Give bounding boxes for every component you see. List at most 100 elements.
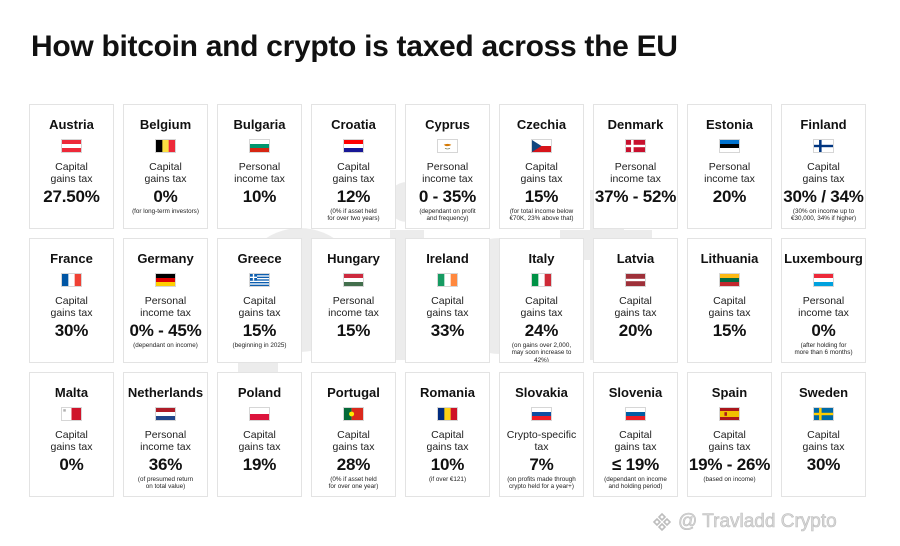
tax-rate: 19% bbox=[242, 455, 277, 474]
country-card-poland: Poland Capital gains tax 19% bbox=[217, 372, 302, 497]
tax-type: Capital gains tax bbox=[426, 429, 469, 453]
country-card-romania: Romania Capital gains tax 10% (if over €121… bbox=[405, 372, 490, 497]
hungary-flag-icon bbox=[343, 273, 364, 287]
country-card-lithuania: Lithuania Capital gains tax 15% bbox=[687, 238, 772, 363]
country-name: Romania bbox=[420, 385, 475, 400]
tax-type: Capital gains tax bbox=[708, 429, 751, 453]
tax-type: Capital gains tax bbox=[614, 429, 657, 453]
belgium-flag-icon bbox=[155, 139, 176, 153]
country-name: Sweden bbox=[798, 385, 849, 400]
country-card-austria: Austria Capital gains tax 27.50% bbox=[29, 104, 114, 229]
tax-rate: 0% bbox=[59, 455, 84, 474]
country-card-slovakia: Slovakia Crypto-specific tax 7% (on profits… bbox=[499, 372, 584, 497]
tax-type: Capital gains tax bbox=[802, 429, 845, 453]
tax-note: (based on income) bbox=[703, 476, 756, 483]
tax-note: (dependant on income and holding period) bbox=[604, 476, 667, 491]
tax-note: (after holding for more than 6 months) bbox=[794, 342, 853, 357]
tax-rate: 30% bbox=[806, 455, 841, 474]
tax-type: Capital gains tax bbox=[238, 295, 281, 319]
tax-note: (for total income below €70K, 23% above … bbox=[509, 208, 574, 223]
austria-flag-icon bbox=[61, 139, 82, 153]
luxembourg-flag-icon bbox=[813, 273, 834, 287]
country-name: Finland bbox=[800, 117, 847, 132]
netherlands-flag-icon bbox=[155, 407, 176, 421]
tax-note: (on profits made through crypto held for… bbox=[507, 476, 576, 491]
country-card-czechia: Czechia Capital gains tax 15% (for total in… bbox=[499, 104, 584, 229]
slovakia-flag-icon bbox=[531, 407, 552, 421]
watermark-text: @ Travladd Crypto bbox=[678, 511, 837, 533]
tax-note: (dependant on profit and frequency) bbox=[419, 208, 476, 223]
country-name: Cyprus bbox=[425, 117, 470, 132]
spain-flag-icon bbox=[719, 407, 740, 421]
malta-flag-icon bbox=[61, 407, 82, 421]
country-card-croatia: Croatia Capital gains tax 12% (0% if asset … bbox=[311, 104, 396, 229]
cyprus-flag-icon bbox=[437, 139, 458, 153]
tax-note: (beginning in 2025) bbox=[232, 342, 287, 349]
country-name: Poland bbox=[237, 385, 282, 400]
country-card-luxembourg: Luxembourg Personal income tax 0% (after ho… bbox=[781, 238, 866, 363]
country-name: Spain bbox=[711, 385, 748, 400]
tax-rate: 24% bbox=[524, 321, 559, 340]
country-name: Austria bbox=[49, 117, 94, 132]
country-card-belgium: Belgium Capital gains tax 0% (for long-term… bbox=[123, 104, 208, 229]
tax-rate: 10% bbox=[430, 455, 465, 474]
tax-rate: 27.50% bbox=[43, 187, 100, 206]
denmark-flag-icon bbox=[625, 139, 646, 153]
tax-rate: 0 - 35% bbox=[418, 187, 477, 206]
country-card-denmark: Denmark Personal income tax 37% - 52% bbox=[593, 104, 678, 229]
tax-rate: 15% bbox=[336, 321, 371, 340]
country-card-netherlands: Netherlands Personal income tax 36% (of pre… bbox=[123, 372, 208, 497]
lithuania-flag-icon bbox=[719, 273, 740, 287]
portugal-flag-icon bbox=[343, 407, 364, 421]
tax-type: Capital gains tax bbox=[614, 295, 657, 319]
country-card-slovenia: Slovenia Capital gains tax ≤ 19% (dependant… bbox=[593, 372, 678, 497]
tax-type: Personal income tax bbox=[328, 295, 379, 319]
tax-rate: 0% - 45% bbox=[129, 321, 202, 340]
tax-rate: 7% bbox=[529, 455, 554, 474]
country-name: France bbox=[50, 251, 93, 266]
country-card-germany: Germany Personal income tax 0% - 45% (depen… bbox=[123, 238, 208, 363]
ireland-flag-icon bbox=[437, 273, 458, 287]
country-name: Slovenia bbox=[608, 385, 663, 400]
country-name: Czechia bbox=[516, 117, 567, 132]
binance-diamond-icon bbox=[652, 512, 672, 532]
country-card-portugal: Portugal Capital gains tax 28% (0% if asset… bbox=[311, 372, 396, 497]
tax-note: (dependant on income) bbox=[133, 342, 198, 349]
sweden-flag-icon bbox=[813, 407, 834, 421]
country-name: Hungary bbox=[327, 251, 380, 266]
country-card-bulgaria: Bulgaria Personal income tax 10% bbox=[217, 104, 302, 229]
tax-rate: 28% bbox=[336, 455, 371, 474]
finland-flag-icon bbox=[813, 139, 834, 153]
tax-type: Capital gains tax bbox=[332, 161, 375, 185]
tax-type: Personal income tax bbox=[140, 295, 191, 319]
tax-rate: 30% / 34% bbox=[783, 187, 864, 206]
tax-rate: 20% bbox=[712, 187, 747, 206]
tax-rate: 12% bbox=[336, 187, 371, 206]
tax-rate: 10% bbox=[242, 187, 277, 206]
romania-flag-icon bbox=[437, 407, 458, 421]
country-card-cyprus: Cyprus Personal income tax 0 - 35% (dependa… bbox=[405, 104, 490, 229]
bulgaria-flag-icon bbox=[249, 139, 270, 153]
country-card-spain: Spain Capital gains tax 19% - 26% (based on… bbox=[687, 372, 772, 497]
tax-type: Capital gains tax bbox=[520, 161, 563, 185]
country-name: Latvia bbox=[616, 251, 655, 266]
tax-type: Capital gains tax bbox=[426, 295, 469, 319]
country-card-latvia: Latvia Capital gains tax 20% bbox=[593, 238, 678, 363]
country-card-ireland: Ireland Capital gains tax 33% bbox=[405, 238, 490, 363]
tax-type: Personal income tax bbox=[234, 161, 285, 185]
tax-type: Capital gains tax bbox=[144, 161, 187, 185]
country-card-france: France Capital gains tax 30% bbox=[29, 238, 114, 363]
country-name: Germany bbox=[137, 251, 194, 266]
tax-type: Capital gains tax bbox=[50, 161, 93, 185]
country-name: Luxembourg bbox=[784, 251, 863, 266]
tax-note: (of presumed return on total value) bbox=[137, 476, 194, 491]
tax-type: Crypto-specific tax bbox=[506, 429, 577, 453]
tax-type: Capital gains tax bbox=[50, 295, 93, 319]
tax-type: Capital gains tax bbox=[802, 161, 845, 185]
country-name: Italy bbox=[528, 251, 555, 266]
poland-flag-icon bbox=[249, 407, 270, 421]
country-card-finland: Finland Capital gains tax 30% / 34% (30% on… bbox=[781, 104, 866, 229]
tax-note: (0% if asset held for over one year) bbox=[328, 476, 379, 491]
latvia-flag-icon bbox=[625, 273, 646, 287]
tax-rate: 15% bbox=[242, 321, 277, 340]
